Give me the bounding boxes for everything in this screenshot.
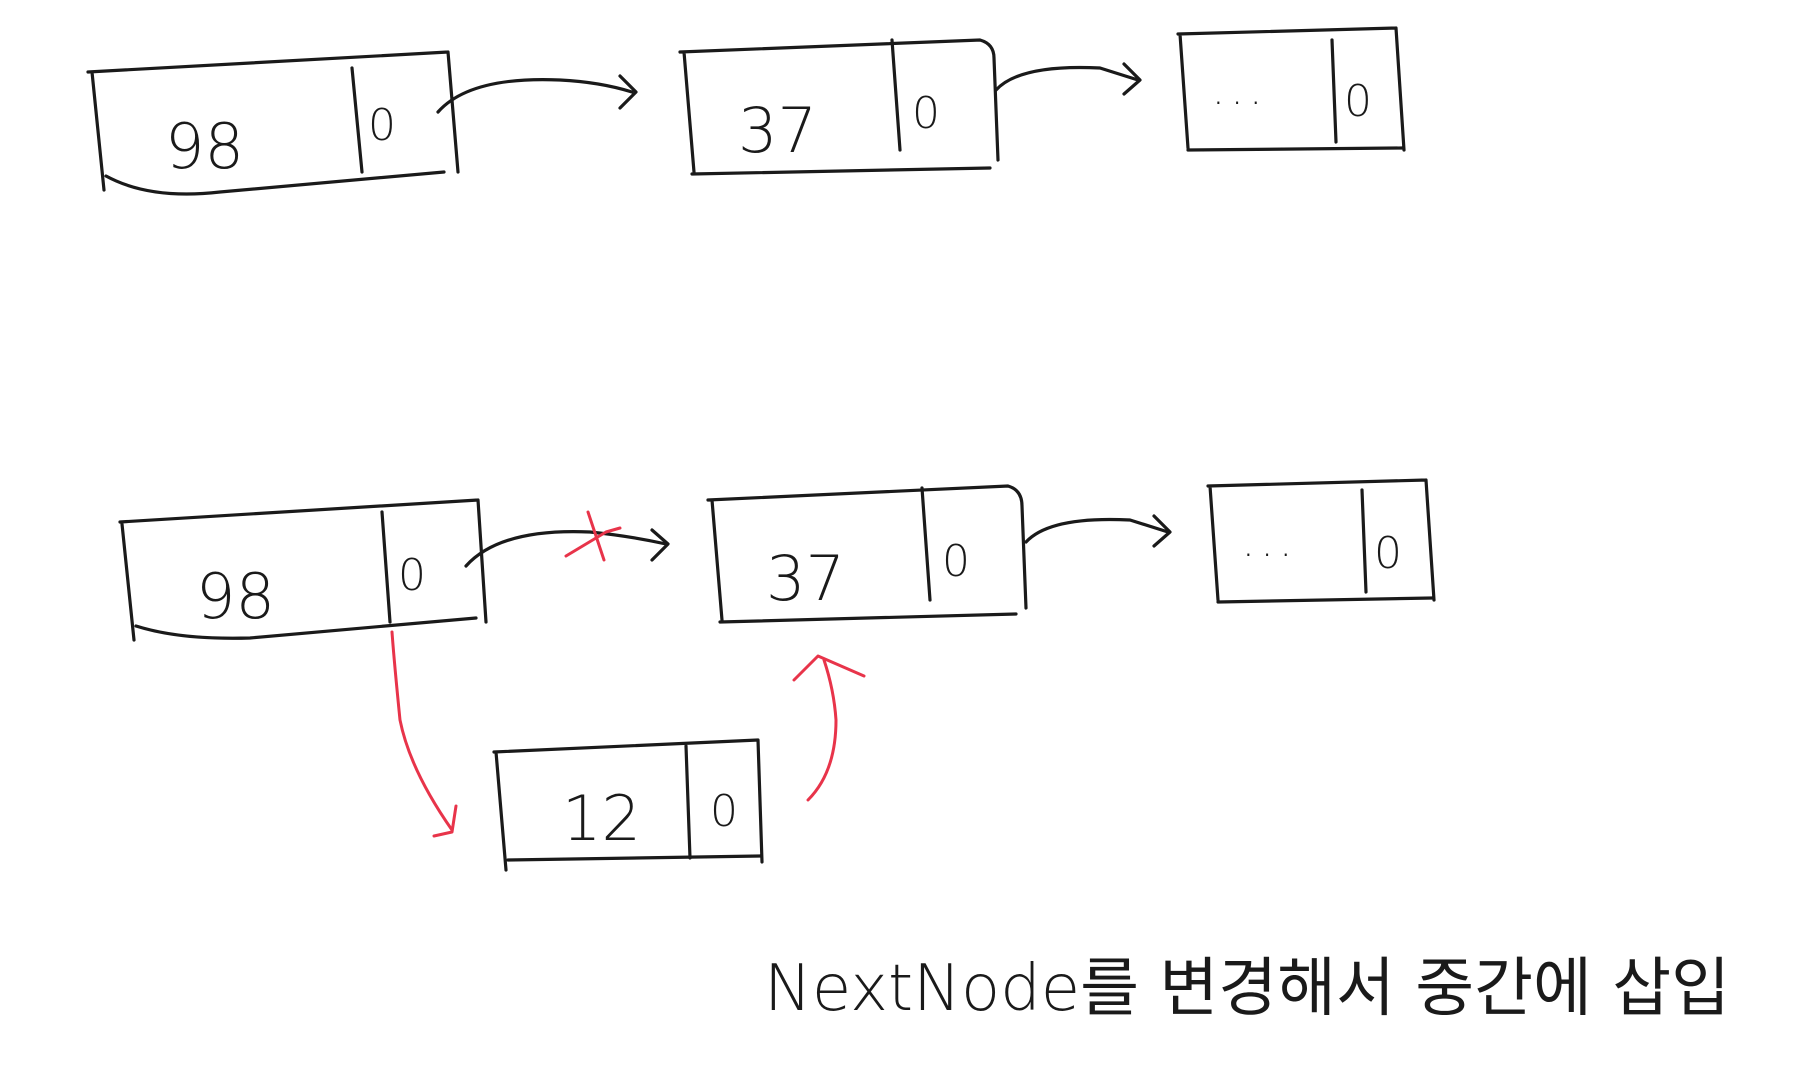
- top-node-1-divider: [350, 66, 364, 174]
- bottom-node-2: 37 0: [706, 484, 1028, 624]
- bottom-node-3-value: ...: [1242, 520, 1298, 566]
- bottom-node-1-pointer: 0: [398, 550, 426, 601]
- top-node-3: ... 0: [1176, 26, 1406, 152]
- top-node-1: 98 0: [86, 50, 460, 196]
- top-node-1-pointer: 0: [368, 100, 396, 151]
- bottom-node-3: ... 0: [1206, 478, 1436, 604]
- top-node-1-value: 98: [165, 110, 244, 183]
- new-node-value: 12: [562, 782, 641, 855]
- bottom-node-2-divider: [920, 486, 932, 602]
- new-node-pointer: 0: [710, 786, 738, 837]
- broken-link-mark: X: [564, 510, 622, 562]
- bottom-arrow-1: [464, 528, 670, 568]
- top-arrow-2: [994, 62, 1142, 96]
- top-node-2: 37 0: [678, 38, 1000, 176]
- bottom-node-3-divider: [1360, 488, 1368, 594]
- red-arrow-to-new-node: [390, 630, 458, 838]
- top-node-3-pointer: 0: [1344, 76, 1372, 127]
- bottom-node-3-pointer: 0: [1374, 528, 1402, 579]
- new-node: 12 0: [492, 738, 764, 872]
- bottom-node-1-value: 98: [196, 560, 275, 633]
- bottom-arrow-2: [1024, 514, 1172, 548]
- new-node-divider: [684, 744, 692, 860]
- bottom-node-1: 98 0: [118, 498, 488, 642]
- red-arrow-to-node-37: [792, 654, 866, 802]
- top-node-2-pointer: 0: [912, 88, 940, 139]
- caption-text: NextNode를 변경해서 중간에 삽입: [764, 952, 1730, 1026]
- top-node-2-divider: [890, 38, 902, 152]
- top-node-3-value: ...: [1212, 68, 1268, 114]
- bottom-node-2-pointer: 0: [942, 536, 970, 587]
- top-node-2-value: 37: [738, 94, 817, 167]
- top-node-3-divider: [1330, 38, 1338, 144]
- top-arrow-1: [436, 74, 638, 114]
- bottom-node-2-value: 37: [766, 542, 845, 615]
- bottom-node-1-divider: [380, 510, 392, 624]
